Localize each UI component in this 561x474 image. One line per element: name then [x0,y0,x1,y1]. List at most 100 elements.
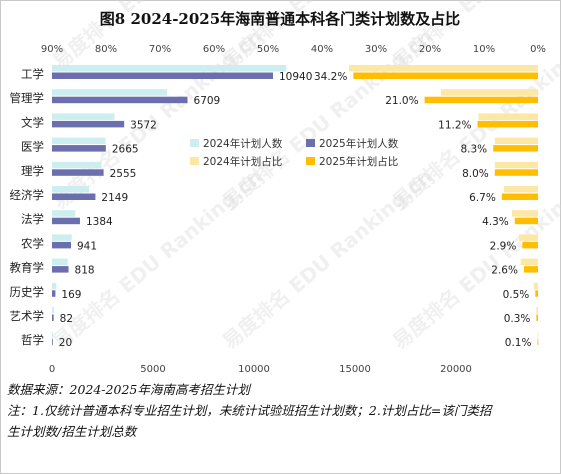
category-label: 哲学 [21,333,44,347]
top-axis-tick-label: 70% [149,44,171,55]
chart-title: 图8 2024-2025年海南普通本科各门类计划数及占比 [100,10,460,28]
bar-2025-count [52,290,56,297]
bar-2025-share [493,145,538,152]
category-label: 管理学 [10,91,45,105]
bar-2025-share [514,217,538,225]
category-label: 农学 [21,236,44,250]
share-data-label: 34.2% [314,71,347,83]
bar-2025-share [523,266,538,273]
bar-2024-count [52,282,57,290]
bar-2024-share [494,137,538,145]
bar-2025-count [52,193,96,200]
legend-swatch [306,139,315,147]
data-source-note: 数据来源：2024-2025年海南高考招生计划 [7,382,250,397]
bar-2024-share [536,307,538,314]
bar-2025-share [522,241,538,249]
bar-2025-share [536,314,538,321]
top-axis-tick-label: 10% [473,44,495,55]
count-data-label: 10940 [279,71,312,83]
bar-2024-count [52,161,102,169]
share-data-label: 0.1% [505,337,532,349]
bar-2024-count [52,307,54,314]
bottom-axis-tick-label: 15000 [339,364,371,375]
bar-2024-count [52,210,76,217]
bar-2025-share [535,290,538,297]
share-data-label: 0.3% [504,313,531,325]
notes-block: 数据来源：2024-2025年海南高考招生计划 注：1.仅统计普通本科专业招生计… [7,379,555,442]
count-data-label: 82 [60,313,73,325]
share-data-label: 2.9% [490,240,517,252]
category-label: 工学 [21,67,44,81]
legend: 2024年计划人数 2025年计划人数 2024年计划占比 2025年计划占比 [190,137,399,168]
count-data-label: 818 [75,265,95,277]
category-label: 教育学 [10,261,45,275]
footnote-line-2: 生计划数/招生计划总数 [7,424,137,439]
bar-2025-count [52,241,72,249]
share-data-label: 11.2% [438,119,471,131]
top-axis: 90% 80% 70% 60% 50% 40% 30% 20% 10% 0% [41,44,546,55]
count-data-label: 169 [61,289,81,301]
count-data-label: 6709 [194,95,221,107]
bar-2024-share [503,186,538,193]
bar-2024-share [537,331,539,338]
bar-2024-count [52,331,53,338]
count-data-label: 1384 [86,216,113,228]
category-label: 艺术学 [10,309,45,323]
top-axis-tick-label: 90% [41,44,63,55]
legend-label: 2024年计划占比 [203,155,282,168]
count-data-label: 2149 [101,192,128,204]
top-axis-tick-label: 20% [419,44,441,55]
count-data-label: 2665 [112,144,139,156]
bar-2024-share [478,113,538,120]
bar-2025-count [52,120,125,128]
share-data-label: 8.3% [460,144,487,156]
bar-2025-count [52,338,53,346]
share-data-label: 6.7% [469,192,496,204]
bar-2024-share [440,89,538,96]
bar-2024-count [52,137,106,145]
bar-2024-count [52,186,89,193]
top-axis-tick-label: 80% [95,44,117,55]
share-data-label: 2.6% [491,265,518,277]
bar-2025-count [52,314,54,321]
bar-2024-share [520,258,538,266]
count-data-label: 2555 [110,168,137,180]
top-axis-tick-label: 40% [311,44,333,55]
bar-2024-count [52,89,168,96]
top-axis-tick-label: 60% [203,44,225,55]
footnote-line-1: 注：1.仅统计普通本科专业招生计划，未统计试验班招生计划数；2.计划占比=该门类… [7,403,492,418]
bar-2025-count [52,96,188,104]
bar-2024-share [519,234,538,241]
share-data-label: 21.0% [385,95,418,107]
bar-2025-share [424,96,538,104]
data-labels-layer: 10940 34.2% 6709 21.0% 3572 11.2% 2665 8.3% 2555… [59,71,532,349]
legend-label: 2025年计划占比 [319,155,398,168]
bar-2025-share [537,338,539,346]
category-label: 理学 [21,164,44,178]
count-data-label: 20 [59,337,72,349]
bar-2024-share [494,161,538,169]
bar-2025-count [52,217,80,225]
count-data-label: 3572 [130,119,157,131]
bottom-axis-tick-label: 0 [49,364,55,375]
category-label: 经济学 [10,188,45,202]
category-label: 文学 [21,115,44,129]
top-axis-tick-label: 0% [530,44,546,55]
bottom-axis: 0 5000 10000 15000 20000 [49,364,472,375]
category-label: 医学 [21,140,44,154]
bar-2025-count [52,72,273,79]
legend-swatch [306,157,315,165]
category-label: 历史学 [10,285,45,299]
bottom-axis-tick-label: 20000 [440,364,472,375]
share-data-label: 8.0% [462,168,489,180]
count-data-label: 941 [77,240,97,252]
bottom-axis-tick-label: 10000 [238,364,270,375]
bar-2024-count [52,113,115,120]
bar-2025-share [494,169,538,176]
bar-2024-share [533,282,538,290]
share-data-label: 4.3% [482,216,509,228]
bar-2024-share [349,65,538,72]
bar-2025-share [477,120,538,128]
